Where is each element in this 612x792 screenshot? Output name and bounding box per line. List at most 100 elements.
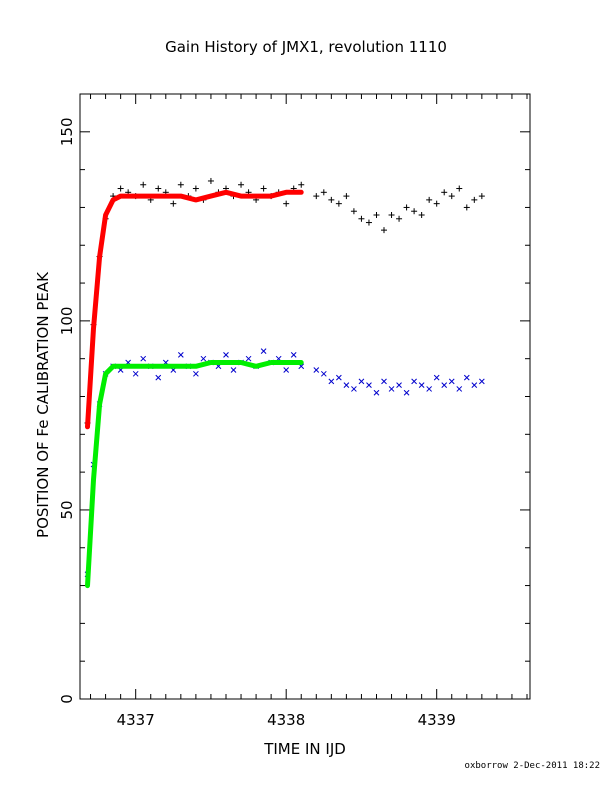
lower-point (373, 389, 380, 396)
lower-point (351, 386, 357, 392)
lower-point (358, 378, 365, 385)
cross-b (358, 378, 365, 385)
upper-point (418, 212, 425, 218)
lower-point (155, 374, 162, 381)
upper-point (170, 200, 177, 207)
y-axis-label: POSITION OF Fe CALIBRATION PEAK (34, 271, 52, 538)
cross-b (328, 378, 335, 385)
cross-b (456, 386, 463, 392)
upper-point (441, 189, 448, 196)
lower-point (411, 378, 417, 385)
upper-point (448, 193, 455, 200)
upper-point (298, 181, 305, 188)
upper-point (343, 193, 350, 200)
cross-b (336, 374, 342, 381)
lower-point (418, 382, 425, 389)
y-tick-label: 100 (58, 307, 76, 336)
cross-b (373, 389, 380, 396)
upper-point (426, 196, 433, 203)
cross-b (426, 386, 433, 392)
lower-point (478, 378, 485, 385)
lower-point (343, 382, 350, 389)
upper-point (238, 181, 245, 188)
lower-point (223, 352, 229, 358)
lower-point (426, 386, 433, 392)
upper-point (260, 185, 267, 192)
cross-b (478, 378, 485, 385)
upper-point (328, 196, 335, 203)
cross-b (381, 378, 387, 385)
upper-point (396, 215, 403, 222)
upper-point (388, 212, 395, 218)
upper-point (365, 219, 372, 226)
upper-point (140, 181, 147, 188)
cross-b (433, 374, 440, 381)
upper-point (478, 193, 485, 200)
upper-point (381, 227, 388, 234)
cross-b (177, 352, 184, 358)
cross-b (448, 378, 455, 385)
upper-point (320, 189, 327, 196)
upper-point (373, 212, 380, 218)
cross-b (411, 378, 417, 385)
upper-point (283, 200, 290, 207)
lower-point (396, 382, 402, 389)
lower-point (177, 352, 184, 358)
cross-b (388, 386, 395, 392)
cross-b (245, 355, 252, 362)
cross-b (290, 352, 297, 358)
lower-point (381, 378, 387, 385)
y-tick-label: 150 (58, 117, 76, 146)
cross-b (283, 367, 290, 373)
cross-b (313, 367, 320, 373)
lower-point (320, 370, 327, 377)
upper-point (471, 196, 478, 203)
cross-b (223, 352, 229, 358)
x-tick-label: 4337 (117, 711, 155, 729)
upper-point (155, 185, 162, 192)
cross-b (200, 355, 207, 362)
x-axis: 4337 4338 4339 (90, 94, 528, 729)
cross-b (298, 363, 305, 370)
y-tick-label: 0 (58, 694, 76, 704)
cross-b (418, 382, 425, 389)
upper-point (117, 185, 124, 192)
x-tick-label: 4338 (267, 711, 305, 729)
lower-point (230, 367, 237, 373)
cross-b (343, 382, 350, 389)
cross-b (403, 389, 410, 396)
lower-point (441, 382, 448, 389)
lower-point (245, 355, 252, 362)
cross-b (230, 367, 237, 373)
upper-point (192, 185, 199, 192)
cross-b (366, 382, 372, 389)
upper-point (207, 177, 214, 184)
lower-point (313, 367, 320, 373)
x-tick-label: 4339 (418, 711, 456, 729)
cross-b (320, 370, 327, 377)
plot-frame (79, 93, 531, 700)
upper-point (411, 208, 418, 215)
y-axis: 0 50 100 150 (58, 93, 530, 704)
cross-b (193, 370, 199, 377)
lower-point (290, 352, 297, 358)
cross-b (441, 382, 448, 389)
cross-b (260, 348, 267, 354)
y-tick-label: 50 (58, 500, 76, 519)
upper-point (358, 215, 365, 222)
upper-point (456, 185, 463, 192)
lower-point (456, 386, 463, 392)
lower-point (448, 378, 455, 385)
cross-b (463, 374, 470, 381)
lower-fit-line (85, 360, 304, 589)
upper-point (177, 181, 184, 188)
upper-fit-line (85, 189, 304, 430)
lower-point (283, 367, 290, 373)
lower-point (366, 382, 372, 389)
lower-point (193, 370, 199, 377)
lower-point (132, 370, 139, 377)
lower-point (328, 378, 335, 385)
chart-title: Gain History of JMX1, revolution 1110 (165, 38, 447, 56)
cross-b (140, 355, 147, 362)
